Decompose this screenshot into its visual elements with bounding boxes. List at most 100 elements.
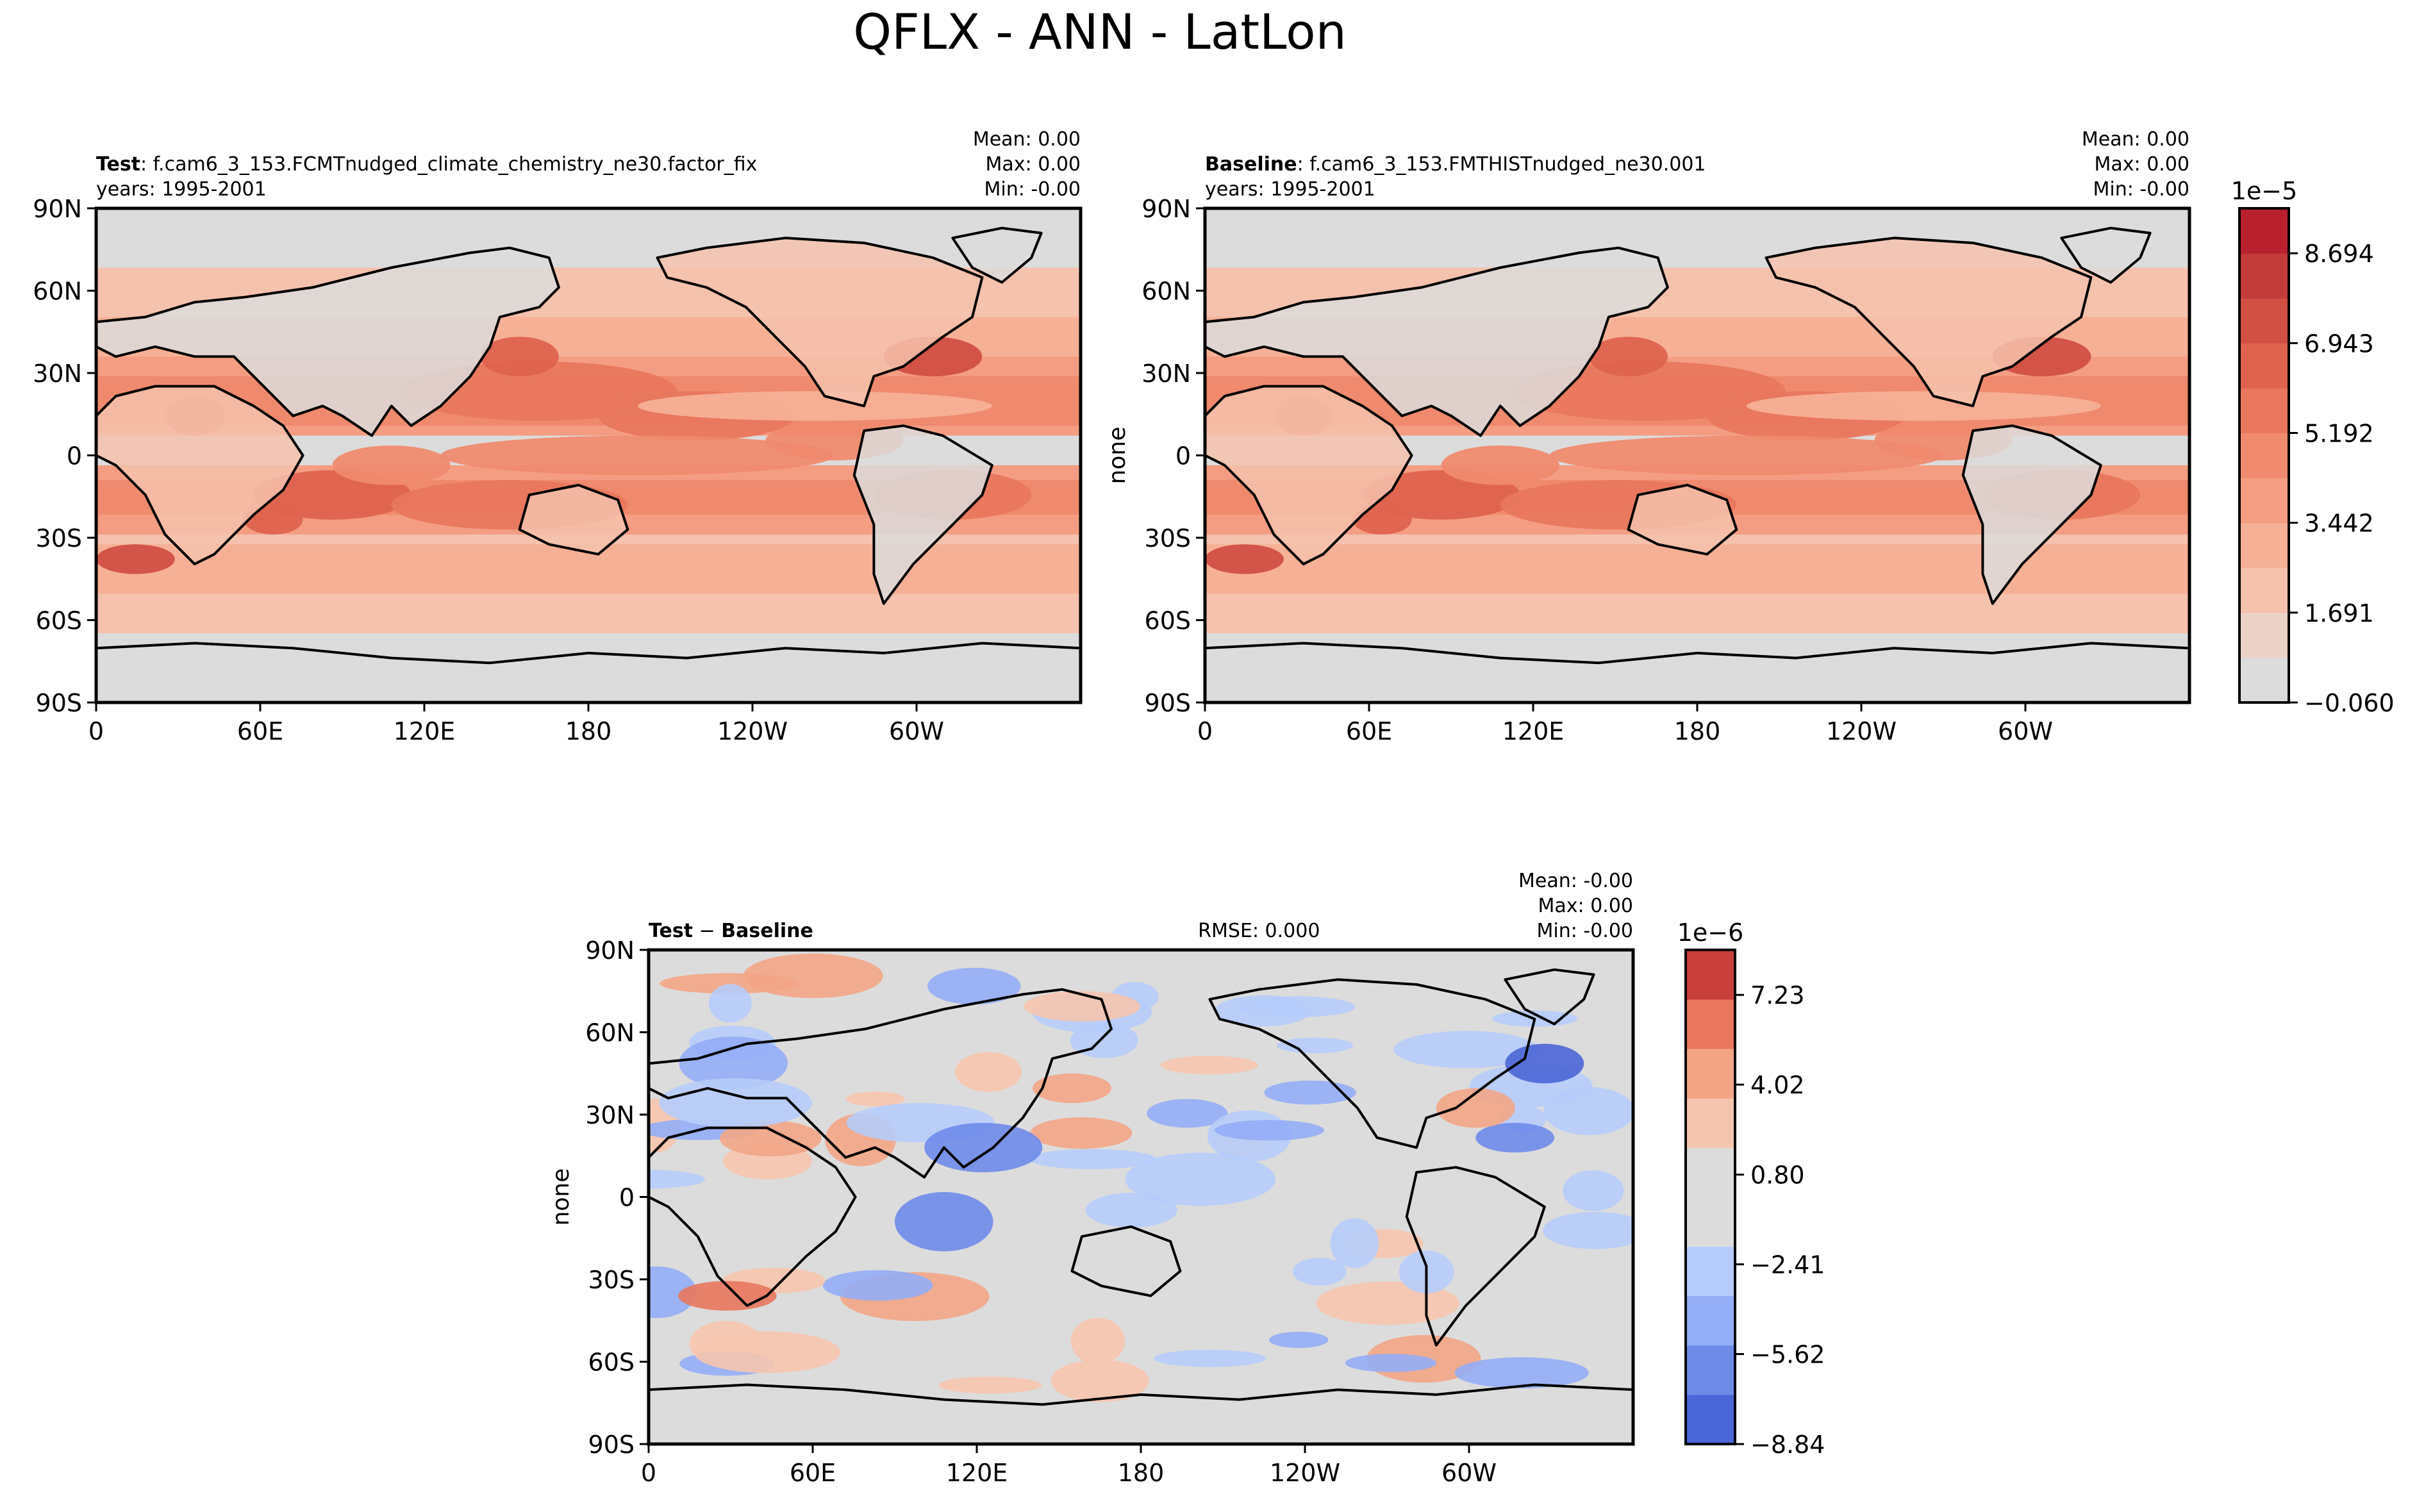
coastline-landmass <box>1208 978 1536 1149</box>
x-tick-label: 120W <box>717 717 788 745</box>
hotspot-contour <box>1746 391 2101 421</box>
diff-contour <box>924 1122 1043 1172</box>
panel-label-bold: Baseline <box>1205 153 1297 176</box>
diff-contour <box>1563 1170 1624 1211</box>
colorbar-main: 8.694 6.943 5.192 3.442 1.691 −0.060 1e−5 <box>2231 177 2395 717</box>
diff-contour <box>1024 991 1141 1022</box>
colorbar-segment <box>1686 1049 1735 1099</box>
colorbar-tick-label: 3.442 <box>2304 510 2374 538</box>
x-tick-label: 0 <box>641 1459 656 1487</box>
colorbar-segment <box>1686 999 1735 1049</box>
colorbar-exponent: 1e−6 <box>1677 918 1744 947</box>
y-tick-label: 30S <box>588 1266 635 1294</box>
diff-contour <box>895 1192 993 1252</box>
y-tick-label: 30S <box>36 524 82 552</box>
diff-contour <box>1033 1073 1111 1104</box>
y-tick-label: 30N <box>585 1101 635 1129</box>
colorbar-segment <box>2239 388 2289 433</box>
y-tick-label: 90N <box>33 195 82 223</box>
stats-text: Mean: 0.00 <box>2082 128 2189 151</box>
colorbar-segment <box>2239 478 2289 524</box>
polar-cap-north <box>1205 208 2189 243</box>
y-tick-label: 60N <box>1142 278 1191 306</box>
coastline-landmass <box>96 246 560 437</box>
x-tick-label: 60E <box>237 717 283 745</box>
coastline-landmass <box>1765 237 2093 408</box>
y-tick-label: 0 <box>67 442 82 470</box>
coastline-landmass <box>2060 226 2152 284</box>
panel-label-rest: : f.cam6_3_153.FCMTnudged_climate_chemis… <box>140 153 757 176</box>
hotspot-contour <box>480 336 559 377</box>
coastline-landmass <box>1205 246 1669 437</box>
colorbar-tick-label: 1.691 <box>2304 599 2374 627</box>
diff-contour <box>1393 1031 1539 1068</box>
colorbar-segment <box>2239 253 2289 299</box>
diff-contour <box>1543 1211 1633 1249</box>
x-tick-label: 120W <box>1270 1459 1340 1487</box>
coastline-landmass <box>1504 968 1595 1026</box>
diff-axes: 0 60E 120E 180 120W 60W 90N 60N 30N 0 30S 60S 90S non… <box>548 870 1635 1487</box>
coastline-landmass <box>96 385 304 566</box>
colorbar-tick-label: 8.694 <box>2304 240 2374 268</box>
baseline-field <box>1205 208 2189 702</box>
panel-label: Baseline: f.cam6_3_153.FMTHISTnudged_ne3… <box>1205 153 1706 176</box>
y-tick-label: 90S <box>588 1431 635 1459</box>
diff-contour <box>1215 995 1311 1027</box>
colorbar-segment <box>1686 1246 1735 1297</box>
diff-contour <box>694 1331 840 1374</box>
panel-label-minus: − <box>693 920 721 942</box>
panel-years: years: 1995-2001 <box>96 178 267 201</box>
coastline-landmass <box>1205 642 2189 702</box>
coastline-landmass <box>951 226 1043 284</box>
diff-contour <box>743 953 883 999</box>
diff-contour <box>659 1078 812 1128</box>
x-tick-label: 60W <box>889 717 944 745</box>
test-axes: 0 60E 120E 180 120W 60W 90N 60N 30N 0 30S 60S 90S Mea… <box>33 128 1083 745</box>
coastline-landmass <box>649 988 1113 1179</box>
x-tick-label: 120W <box>1826 717 1897 745</box>
stats-text: Min: -0.00 <box>1537 920 1634 942</box>
polar-cap-north <box>96 208 1081 243</box>
diff-contour <box>649 1170 706 1189</box>
coastline-landmass <box>1205 385 1413 566</box>
diff-contour <box>938 1376 1042 1394</box>
colorbar-segment <box>2239 343 2289 388</box>
diff-contour <box>1030 1117 1133 1149</box>
panel-label: Test: f.cam6_3_153.FCMTnudged_climate_ch… <box>96 153 757 176</box>
hotspot-contour <box>332 445 451 485</box>
diff-contour <box>927 967 1021 1005</box>
colorbar-segment <box>2239 522 2289 569</box>
coastline-landmass <box>656 237 984 408</box>
diff-contour <box>1436 1088 1515 1128</box>
x-tick-label: 120E <box>1502 717 1565 745</box>
x-tick-label: 60W <box>1441 1459 1497 1487</box>
colorbar-tick-label: 4.02 <box>1750 1071 1805 1099</box>
colorbar-segment <box>2239 208 2289 254</box>
panel-label: Test − Baseline <box>649 920 813 942</box>
diff-contour <box>1085 1192 1177 1228</box>
colorbar-tick-label: 5.192 <box>2304 420 2374 448</box>
colorbar-tick-label: −2.41 <box>1750 1251 1825 1279</box>
x-tick-label: 180 <box>1118 1459 1165 1487</box>
y-tick-label: 0 <box>619 1184 635 1212</box>
stats-text: Mean: -0.00 <box>1518 870 1633 892</box>
stats-text: Max: 0.00 <box>1538 895 1633 917</box>
diff-contour <box>1214 1120 1325 1141</box>
colorbar-segment <box>1686 1098 1735 1148</box>
y-tick-label: 30N <box>1142 360 1191 388</box>
hotspot-contour <box>1205 544 1284 574</box>
diff-contour <box>955 1052 1022 1092</box>
colorbar-segment <box>2239 433 2289 479</box>
coastline-landmass <box>1627 483 1738 556</box>
colorbar-segment <box>1686 1394 1735 1445</box>
stats-text: Min: -0.00 <box>984 178 1081 201</box>
diff-contour <box>822 1270 933 1301</box>
colorbar-segment <box>1686 1345 1735 1395</box>
colorbar-segment <box>1686 1197 1735 1247</box>
hotspot-contour <box>1549 435 1943 476</box>
test-field <box>96 208 1081 702</box>
colorbar-frame <box>1684 949 1736 1445</box>
hotspot-contour <box>1441 445 1559 485</box>
y-tick-label: 60S <box>588 1349 635 1377</box>
diff-contour <box>1154 1349 1267 1367</box>
